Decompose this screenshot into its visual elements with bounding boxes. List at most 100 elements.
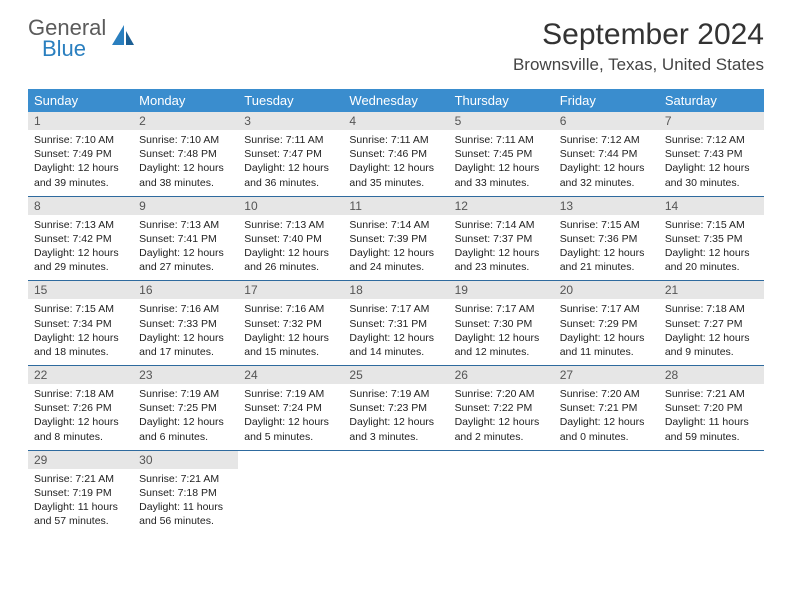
weekday-saturday: Saturday xyxy=(659,89,764,112)
day-cell: 3Sunrise: 7:11 AMSunset: 7:47 PMDaylight… xyxy=(238,112,343,196)
empty-cell xyxy=(449,451,554,535)
daylight-text: Daylight: 12 hours and 39 minutes. xyxy=(34,161,127,189)
sunrise-text: Sunrise: 7:21 AM xyxy=(665,387,758,401)
sunrise-text: Sunrise: 7:20 AM xyxy=(560,387,653,401)
day-number: 1 xyxy=(28,112,133,130)
day-body: Sunrise: 7:16 AMSunset: 7:33 PMDaylight:… xyxy=(133,299,238,365)
day-cell: 29Sunrise: 7:21 AMSunset: 7:19 PMDayligh… xyxy=(28,451,133,535)
daylight-text: Daylight: 12 hours and 15 minutes. xyxy=(244,331,337,359)
sunset-text: Sunset: 7:31 PM xyxy=(349,317,442,331)
day-number: 21 xyxy=(659,281,764,299)
day-body: Sunrise: 7:20 AMSunset: 7:21 PMDaylight:… xyxy=(554,384,659,450)
day-body: Sunrise: 7:17 AMSunset: 7:29 PMDaylight:… xyxy=(554,299,659,365)
sunset-text: Sunset: 7:29 PM xyxy=(560,317,653,331)
sail-icon xyxy=(110,23,136,54)
day-number: 23 xyxy=(133,366,238,384)
weekday-thursday: Thursday xyxy=(449,89,554,112)
daylight-text: Daylight: 11 hours and 56 minutes. xyxy=(139,500,232,528)
daylight-text: Daylight: 12 hours and 38 minutes. xyxy=(139,161,232,189)
daylight-text: Daylight: 11 hours and 57 minutes. xyxy=(34,500,127,528)
sunrise-text: Sunrise: 7:15 AM xyxy=(34,302,127,316)
sunrise-text: Sunrise: 7:13 AM xyxy=(34,218,127,232)
day-body: Sunrise: 7:12 AMSunset: 7:44 PMDaylight:… xyxy=(554,130,659,196)
sunrise-text: Sunrise: 7:13 AM xyxy=(139,218,232,232)
day-number: 6 xyxy=(554,112,659,130)
day-cell: 4Sunrise: 7:11 AMSunset: 7:46 PMDaylight… xyxy=(343,112,448,196)
daylight-text: Daylight: 12 hours and 23 minutes. xyxy=(455,246,548,274)
day-body: Sunrise: 7:21 AMSunset: 7:18 PMDaylight:… xyxy=(133,469,238,535)
sunrise-text: Sunrise: 7:18 AM xyxy=(665,302,758,316)
sunset-text: Sunset: 7:30 PM xyxy=(455,317,548,331)
sunrise-text: Sunrise: 7:11 AM xyxy=(244,133,337,147)
sunrise-text: Sunrise: 7:17 AM xyxy=(560,302,653,316)
empty-cell xyxy=(343,451,448,535)
daylight-text: Daylight: 12 hours and 9 minutes. xyxy=(665,331,758,359)
day-number: 16 xyxy=(133,281,238,299)
day-cell: 14 Sunrise: 7:15 AMSunset: 7:35 PMDayligh… xyxy=(659,197,764,281)
sunrise-text: Sunrise: 7:15 AM xyxy=(665,218,758,232)
day-number: 4 xyxy=(343,112,448,130)
sunrise-text: Sunrise: 7:14 AM xyxy=(349,218,442,232)
day-cell: 16Sunrise: 7:16 AMSunset: 7:33 PMDayligh… xyxy=(133,281,238,365)
day-number: 26 xyxy=(449,366,554,384)
day-cell: 24Sunrise: 7:19 AMSunset: 7:24 PMDayligh… xyxy=(238,366,343,450)
day-number: 29 xyxy=(28,451,133,469)
day-cell: 12Sunrise: 7:14 AMSunset: 7:37 PMDayligh… xyxy=(449,197,554,281)
day-body: Sunrise: 7:10 AMSunset: 7:48 PMDaylight:… xyxy=(133,130,238,196)
sunrise-text: Sunrise: 7:21 AM xyxy=(34,472,127,486)
weekday-header-row: SundayMondayTuesdayWednesdayThursdayFrid… xyxy=(28,89,764,112)
day-cell: 20Sunrise: 7:17 AMSunset: 7:29 PMDayligh… xyxy=(554,281,659,365)
daylight-text: Daylight: 12 hours and 18 minutes. xyxy=(34,331,127,359)
day-number: 8 xyxy=(28,197,133,215)
day-body: Sunrise: 7:21 AMSunset: 7:19 PMDaylight:… xyxy=(28,469,133,535)
day-number: 30 xyxy=(133,451,238,469)
daylight-text: Daylight: 12 hours and 6 minutes. xyxy=(139,415,232,443)
day-cell: 18 Sunrise: 7:17 AMSunset: 7:31 PMDayligh… xyxy=(343,281,448,365)
weekday-friday: Friday xyxy=(554,89,659,112)
sunset-text: Sunset: 7:47 PM xyxy=(244,147,337,161)
sunset-text: Sunset: 7:39 PM xyxy=(349,232,442,246)
daylight-text: Daylight: 12 hours and 0 minutes. xyxy=(560,415,653,443)
day-cell: 19 Sunrise: 7:17 AMSunset: 7:30 PMDayligh… xyxy=(449,281,554,365)
day-cell: 21 Sunrise: 7:18 AMSunset: 7:27 PMDayligh… xyxy=(659,281,764,365)
day-number: 14 xyxy=(659,197,764,215)
logo-bottom: Blue xyxy=(28,39,106,60)
day-body: Sunrise: 7:16 AMSunset: 7:32 PMDaylight:… xyxy=(238,299,343,365)
sunrise-text: Sunrise: 7:11 AM xyxy=(349,133,442,147)
daylight-text: Daylight: 11 hours and 59 minutes. xyxy=(665,415,758,443)
weekday-tuesday: Tuesday xyxy=(238,89,343,112)
sunrise-text: Sunrise: 7:11 AM xyxy=(455,133,548,147)
sunset-text: Sunset: 7:35 PM xyxy=(665,232,758,246)
day-body: Sunrise: 7:19 AMSunset: 7:23 PMDaylight:… xyxy=(343,384,448,450)
day-number: 10 xyxy=(238,197,343,215)
sunrise-text: Sunrise: 7:19 AM xyxy=(349,387,442,401)
sunset-text: Sunset: 7:19 PM xyxy=(34,486,127,500)
daylight-text: Daylight: 12 hours and 26 minutes. xyxy=(244,246,337,274)
day-body: Sunrise: 7:14 AMSunset: 7:39 PMDaylight:… xyxy=(343,215,448,281)
sunset-text: Sunset: 7:27 PM xyxy=(665,317,758,331)
weekday-sunday: Sunday xyxy=(28,89,133,112)
day-number: 3 xyxy=(238,112,343,130)
day-number: 2 xyxy=(133,112,238,130)
day-body: Sunrise: 7:19 AMSunset: 7:24 PMDaylight:… xyxy=(238,384,343,450)
daylight-text: Daylight: 12 hours and 14 minutes. xyxy=(349,331,442,359)
sunrise-text: Sunrise: 7:14 AM xyxy=(455,218,548,232)
daylight-text: Daylight: 12 hours and 20 minutes. xyxy=(665,246,758,274)
sunrise-text: Sunrise: 7:17 AM xyxy=(349,302,442,316)
sunset-text: Sunset: 7:18 PM xyxy=(139,486,232,500)
day-number: 27 xyxy=(554,366,659,384)
sunset-text: Sunset: 7:42 PM xyxy=(34,232,127,246)
daylight-text: Daylight: 12 hours and 5 minutes. xyxy=(244,415,337,443)
sunset-text: Sunset: 7:45 PM xyxy=(455,147,548,161)
day-number: 9 xyxy=(133,197,238,215)
daylight-text: Daylight: 12 hours and 12 minutes. xyxy=(455,331,548,359)
day-body: Sunrise: 7:18 AMSunset: 7:26 PMDaylight:… xyxy=(28,384,133,450)
sunset-text: Sunset: 7:40 PM xyxy=(244,232,337,246)
day-number: 18 xyxy=(343,281,448,299)
weekday-wednesday: Wednesday xyxy=(343,89,448,112)
day-cell: 30Sunrise: 7:21 AMSunset: 7:18 PMDayligh… xyxy=(133,451,238,535)
day-cell: 27Sunrise: 7:20 AMSunset: 7:21 PMDayligh… xyxy=(554,366,659,450)
day-number: 17 xyxy=(238,281,343,299)
sunrise-text: Sunrise: 7:17 AM xyxy=(455,302,548,316)
day-number: 19 xyxy=(449,281,554,299)
